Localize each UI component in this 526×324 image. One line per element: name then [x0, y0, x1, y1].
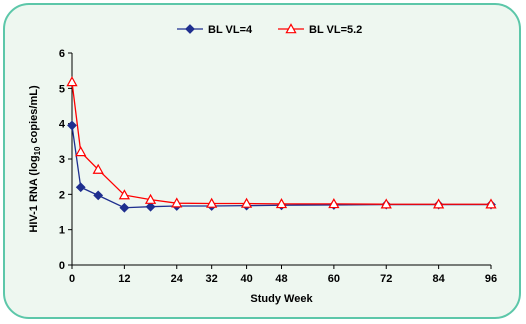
data-point: [240, 197, 253, 208]
data-point: [119, 202, 130, 213]
x-tick-label: 84: [433, 273, 446, 285]
y-axis-title-subscript: 10: [33, 146, 42, 155]
x-tick-label: 96: [485, 273, 497, 285]
series-line: [71, 81, 491, 205]
x-tick-label: 72: [380, 273, 392, 285]
data-point: [171, 197, 183, 208]
data-point: [485, 198, 497, 209]
data-point: [144, 193, 157, 204]
x-tick-label: 24: [171, 273, 184, 285]
x-tick-label: 12: [118, 273, 130, 285]
data-point: [118, 189, 130, 200]
y-axis-title-tail: copies/mL): [28, 85, 40, 146]
x-tick-label: 0: [69, 273, 75, 285]
data-point: [92, 163, 104, 174]
data-point: [328, 198, 340, 209]
legend-label: BL VL=4: [208, 24, 253, 36]
series-line: [71, 125, 491, 209]
legend-marker: [185, 24, 195, 34]
legend-marker: [285, 23, 297, 34]
data-point: [275, 198, 288, 209]
y-tick-label: 5: [59, 83, 65, 95]
data-point: [66, 76, 78, 87]
data-point: [145, 201, 156, 212]
data-point: [67, 120, 77, 131]
x-axis-title: Study Week: [250, 293, 313, 305]
y-tick-label: 0: [59, 260, 65, 272]
data-point: [75, 146, 87, 157]
data-point: [93, 190, 104, 201]
y-tick-label: 2: [59, 189, 65, 201]
y-tick-label: 1: [59, 225, 65, 237]
x-tick-label: 60: [328, 273, 340, 285]
y-axis-title-main: HIV-1 RNA (log: [28, 155, 40, 232]
y-tick-label: 4: [59, 119, 66, 131]
chart-panel: 0 1 2 3 4 5 6 0 12 24 32 40 48 60 72 84 96 BL VL=4 BL VL=…: [3, 3, 521, 319]
data-point: [206, 197, 218, 208]
legend: BL VL=4 BL VL=5.2: [177, 23, 362, 36]
data-point: [380, 198, 392, 209]
x-tick-label: 48: [275, 273, 287, 285]
y-tick-label: 6: [59, 48, 65, 60]
series-2: [66, 76, 497, 209]
data-point: [75, 182, 86, 193]
y-axis-title: HIV-1 RNA (log10 copies/mL): [28, 85, 42, 233]
x-tick-label: 32: [206, 273, 218, 285]
series-layer: [66, 76, 497, 213]
data-point: [433, 198, 445, 209]
legend-label: BL VL=5.2: [309, 24, 362, 36]
y-tick-label: 3: [59, 154, 65, 166]
x-tick-label: 40: [240, 273, 252, 285]
